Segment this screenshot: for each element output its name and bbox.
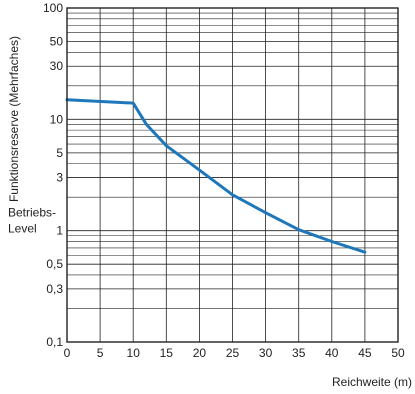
operating-level-annotation-line-2: Level bbox=[8, 222, 37, 236]
x-axis-label: Reichweite (m) bbox=[332, 375, 412, 389]
operating-level-annotation-line-1: Betriebs- bbox=[8, 206, 56, 220]
plot-frame bbox=[66, 7, 399, 343]
x-tick-label: 20 bbox=[193, 346, 207, 360]
y-tick-label: 5 bbox=[56, 146, 63, 160]
y-tick-label: 0,5 bbox=[46, 257, 63, 271]
x-tick-label: 50 bbox=[391, 346, 405, 360]
grid bbox=[66, 7, 399, 343]
x-tick-label: 10 bbox=[127, 346, 141, 360]
y-tick-labels: 0,1 0,3 0,5 1 3 5 10 30 50 100 bbox=[43, 1, 63, 349]
x-tick-label: 0 bbox=[64, 346, 71, 360]
y-tick-label: 30 bbox=[50, 59, 64, 73]
y-axis-label: Funktionsreserve (Mehrfaches) bbox=[7, 36, 21, 202]
x-tick-label: 15 bbox=[160, 346, 174, 360]
x-tick-label: 25 bbox=[226, 346, 240, 360]
series-line bbox=[65, 98, 367, 254]
x-tick-label: 5 bbox=[97, 346, 104, 360]
x-tick-labels: 0 5 10 15 20 25 30 35 40 45 50 bbox=[64, 346, 405, 360]
x-tick-label: 30 bbox=[259, 346, 273, 360]
y-tick-label: 0,1 bbox=[46, 335, 63, 349]
y-tick-label: 10 bbox=[50, 112, 64, 126]
y-tick-label: 0,3 bbox=[46, 282, 63, 296]
y-tick-label: 50 bbox=[50, 35, 64, 49]
x-tick-label: 35 bbox=[292, 346, 306, 360]
series-layer bbox=[65, 98, 367, 254]
x-tick-label: 40 bbox=[325, 346, 339, 360]
y-tick-label: 3 bbox=[56, 171, 63, 185]
y-tick-label: 100 bbox=[43, 1, 63, 15]
x-tick-label: 45 bbox=[358, 346, 372, 360]
y-tick-label: 1 bbox=[56, 224, 63, 238]
